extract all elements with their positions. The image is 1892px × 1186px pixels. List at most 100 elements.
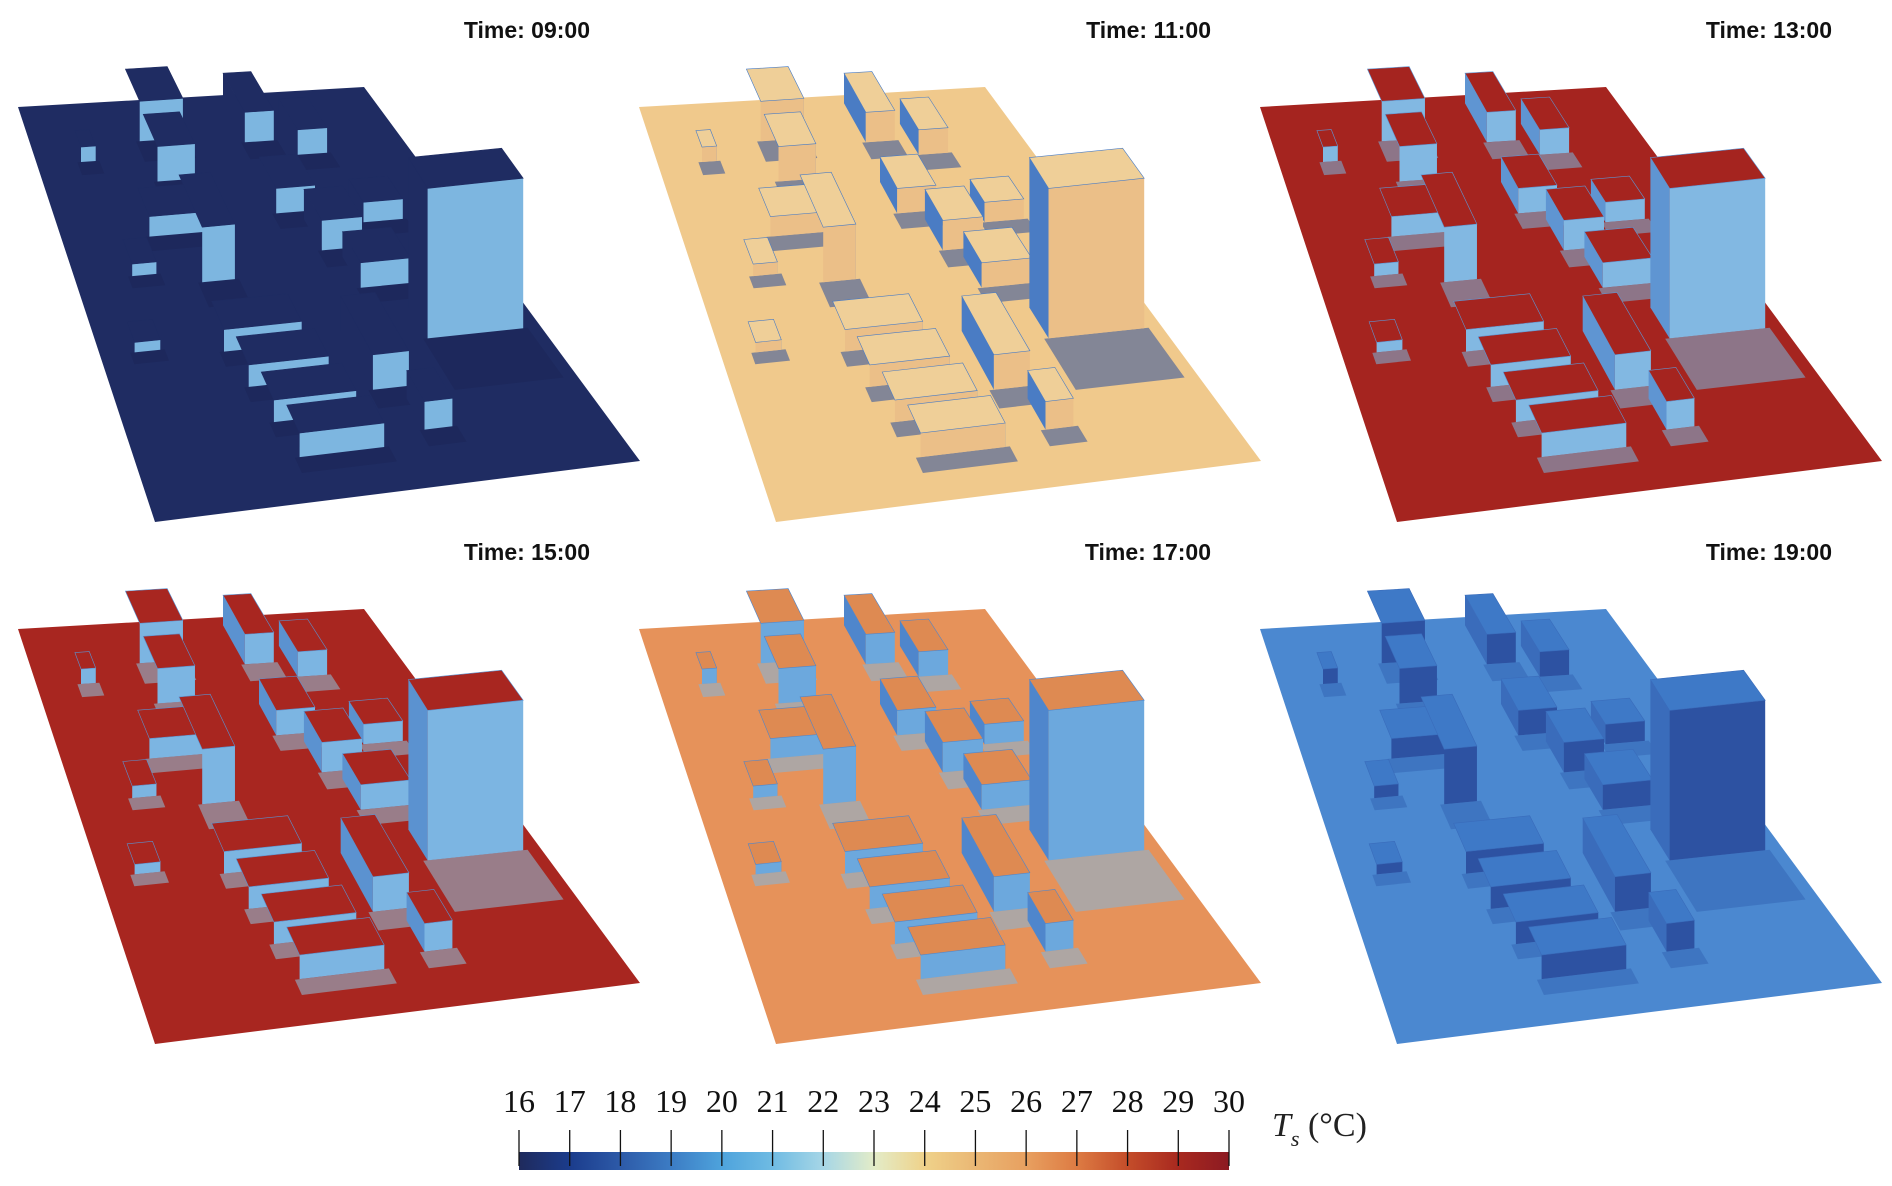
- building-shadow: [241, 662, 288, 682]
- building-front-wall: [1602, 257, 1653, 288]
- building-roof: [1316, 651, 1339, 670]
- building-front-wall: [702, 668, 717, 684]
- building-front-wall: [244, 632, 274, 665]
- building-roof: [743, 759, 778, 787]
- building-roof: [907, 917, 1006, 956]
- building-front-wall: [770, 211, 826, 237]
- building-side-wall: [924, 189, 943, 251]
- building: [1364, 759, 1399, 799]
- building-roof: [1316, 129, 1339, 148]
- building: [879, 675, 937, 736]
- building: [1464, 71, 1517, 143]
- building: [74, 129, 97, 162]
- building-shadow: [1040, 947, 1088, 969]
- building-shadow: [294, 968, 397, 995]
- building-roof: [286, 395, 385, 434]
- building-roof: [74, 129, 97, 148]
- building-shadow: [751, 349, 790, 365]
- building-roof: [961, 292, 1031, 356]
- building-shadow: [766, 753, 836, 774]
- building-roof: [1590, 697, 1646, 725]
- building-shadow: [751, 871, 790, 887]
- building-side-wall: [406, 892, 425, 952]
- building-front-wall: [981, 779, 1032, 810]
- building: [899, 618, 949, 677]
- building-front-wall: [134, 861, 161, 875]
- building: [695, 651, 718, 684]
- building-side-wall: [223, 595, 245, 665]
- building-roof: [1028, 669, 1145, 711]
- building: [1028, 669, 1145, 861]
- building: [763, 111, 817, 182]
- building-roof: [969, 175, 1025, 203]
- building: [1368, 840, 1403, 875]
- panel-3: Time: 13:00: [1260, 17, 1882, 522]
- building-front-wall: [149, 211, 205, 237]
- colorbar-tick-label: 25: [959, 1083, 991, 1119]
- building-front-wall: [1669, 178, 1766, 339]
- building-front-wall: [778, 665, 816, 704]
- colorbar-tick-label: 21: [757, 1083, 789, 1119]
- building-roof: [743, 237, 778, 265]
- building-front-wall: [134, 339, 161, 353]
- building-side-wall: [1650, 679, 1670, 861]
- building: [962, 226, 1033, 288]
- building-front-wall: [1486, 632, 1516, 665]
- building: [341, 748, 412, 810]
- building-shadow: [145, 753, 215, 774]
- building-roof: [1366, 66, 1426, 102]
- building-front-wall: [984, 720, 1024, 745]
- building: [961, 292, 1031, 390]
- building-side-wall: [259, 157, 277, 214]
- building-front-wall: [1541, 945, 1627, 980]
- building-front-wall: [427, 700, 524, 861]
- building-side-wall: [278, 620, 298, 677]
- building-shadow: [915, 968, 1018, 995]
- building-shadow: [698, 682, 726, 698]
- building-roof: [178, 693, 236, 750]
- building-roof: [340, 814, 410, 878]
- building-front-wall: [778, 143, 816, 182]
- building-roof: [126, 318, 161, 343]
- building-shadow: [423, 327, 564, 390]
- building-side-wall: [340, 296, 373, 390]
- building-shadow: [77, 160, 105, 176]
- building-shadow: [1661, 425, 1709, 447]
- building: [1583, 748, 1654, 810]
- panel-1: Time: 09:00: [18, 17, 640, 522]
- building-front-wall: [755, 861, 782, 875]
- building-roof: [1477, 850, 1572, 888]
- building: [1464, 593, 1517, 665]
- building-front-wall: [202, 746, 235, 805]
- building-shadow: [915, 152, 962, 171]
- colorbar-tick-label: 19: [655, 1083, 687, 1119]
- building: [747, 840, 782, 875]
- building-roof: [879, 153, 937, 189]
- building: [747, 318, 782, 353]
- panel-title: Time: 15:00: [464, 539, 590, 565]
- building-front-wall: [1541, 423, 1627, 458]
- building-roof: [1648, 889, 1695, 924]
- building: [1027, 889, 1074, 952]
- building-front-wall: [1323, 668, 1338, 684]
- building: [222, 593, 275, 665]
- building-roof: [745, 588, 805, 624]
- building-shadow: [1665, 327, 1806, 390]
- building-front-wall: [1486, 110, 1516, 143]
- building-roof: [832, 815, 924, 852]
- building-roof: [124, 588, 184, 624]
- building-roof: [1384, 111, 1438, 147]
- building-shadow: [1370, 795, 1408, 811]
- building-side-wall: [899, 98, 919, 155]
- building-side-wall: [844, 73, 866, 143]
- building-roof: [278, 96, 328, 131]
- building-front-wall: [1614, 872, 1651, 912]
- building: [843, 71, 896, 143]
- building-roof: [856, 328, 951, 366]
- building-shadow: [294, 446, 397, 473]
- building-roof: [1528, 917, 1627, 956]
- building: [1590, 697, 1646, 745]
- building-shadow: [862, 140, 909, 160]
- building-side-wall: [963, 231, 982, 288]
- building-front-wall: [1444, 746, 1477, 805]
